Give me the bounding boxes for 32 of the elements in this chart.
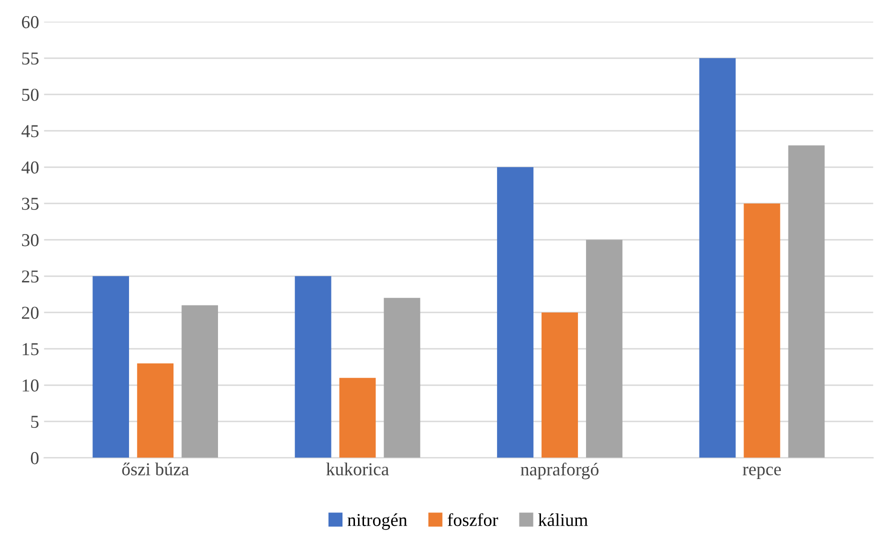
- bar: [497, 167, 534, 458]
- y-tick-label: 60: [22, 16, 39, 28]
- bar: [92, 276, 130, 458]
- y-tick-label: 5: [31, 416, 39, 428]
- legend-label: nitrogén: [348, 513, 408, 530]
- y-tick-label: 50: [22, 88, 39, 101]
- bar: [542, 312, 578, 458]
- legend-label: kálium: [538, 513, 588, 526]
- y-tick-label: 25: [22, 270, 39, 283]
- bar: [294, 276, 332, 458]
- y-tick-label: 30: [22, 234, 39, 246]
- y-tick-label: 40: [22, 161, 39, 174]
- y-tick-label: 15: [22, 343, 39, 356]
- y-tick-label: 0: [30, 452, 39, 464]
- y-tick-label: 35: [22, 198, 39, 210]
- bar: [788, 145, 825, 458]
- x-tick-label: napraforgó: [520, 462, 599, 480]
- y-tick-label: 10: [22, 379, 39, 392]
- bar: [182, 305, 218, 458]
- y-tick-label: 45: [22, 125, 39, 138]
- y-tick-label: 20: [22, 306, 39, 319]
- bar: [699, 58, 736, 458]
- bar: [137, 363, 174, 458]
- bar: [744, 203, 780, 458]
- x-tick-label: kukorica: [326, 462, 389, 476]
- bar: [384, 298, 420, 458]
- bar: [339, 378, 376, 458]
- x-tick-label: repce: [742, 466, 781, 480]
- x-tick-label: őszi búza: [122, 462, 189, 476]
- legend-label: foszfor: [448, 513, 498, 526]
- bar: [586, 240, 622, 458]
- y-tick-label: 55: [22, 52, 39, 65]
